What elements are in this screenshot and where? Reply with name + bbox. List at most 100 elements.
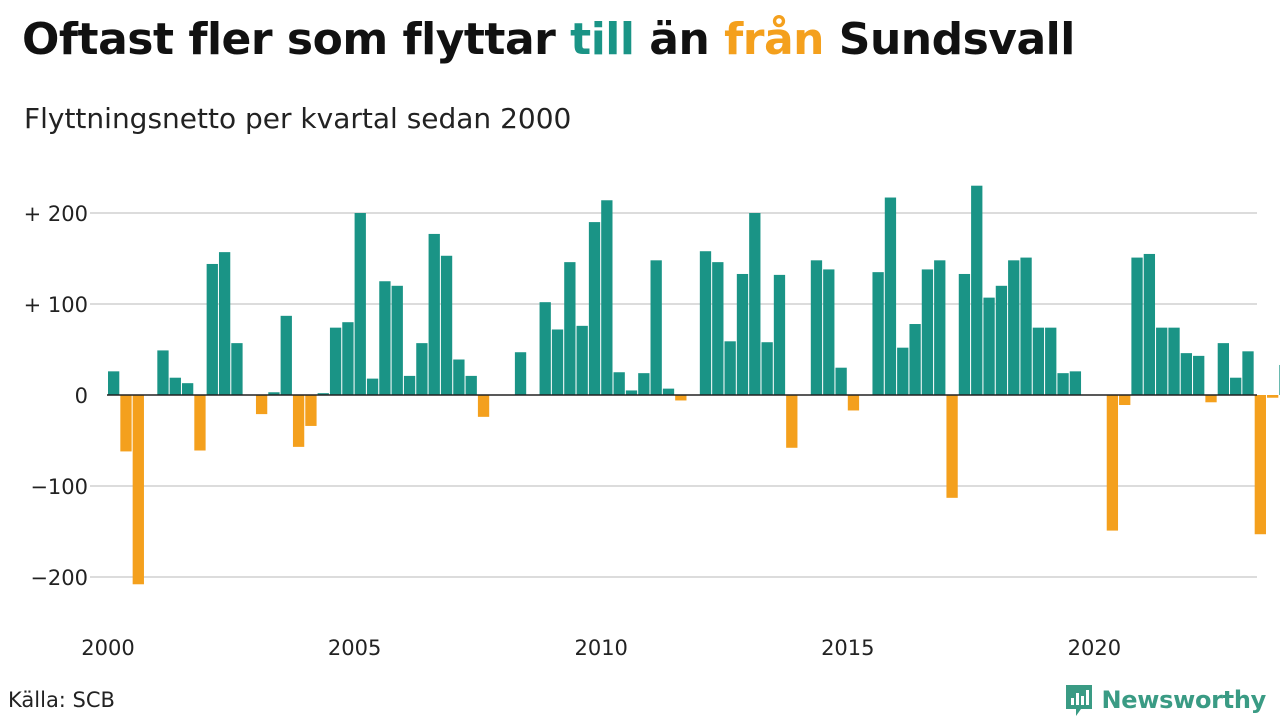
chart-title: Oftast fler som flyttar till än från Sun… — [22, 14, 1075, 65]
bar — [514, 352, 527, 395]
bar — [132, 395, 144, 585]
bar — [1032, 327, 1045, 395]
source-note: Källa: SCB — [8, 688, 115, 712]
y-tick-label: 0 — [75, 384, 88, 408]
title-part-1: Oftast fler som flyttar — [22, 14, 571, 65]
bar — [650, 260, 662, 395]
bar — [625, 390, 638, 395]
title-highlight-till: till — [570, 14, 635, 65]
bar — [416, 343, 428, 395]
bar — [1193, 355, 1205, 395]
bar — [280, 315, 292, 395]
bar — [588, 222, 601, 395]
x-tick-label: 2015 — [821, 636, 874, 660]
bar — [305, 395, 317, 426]
bar — [613, 372, 625, 395]
bar — [1267, 395, 1279, 398]
bar — [292, 395, 305, 447]
bar — [120, 395, 132, 452]
bar — [108, 371, 120, 395]
bar — [662, 388, 675, 395]
bar — [675, 395, 687, 401]
bar — [181, 383, 194, 395]
bars — [108, 185, 1280, 585]
brand[interactable]: Newsworthy — [1063, 682, 1266, 718]
bar — [884, 197, 897, 395]
bar — [724, 341, 736, 395]
bar — [317, 393, 329, 395]
newsworthy-logo-icon — [1066, 685, 1093, 716]
y-tick-label: −100 — [30, 475, 88, 499]
bar — [872, 272, 884, 395]
bar — [255, 395, 268, 415]
bar — [958, 273, 971, 395]
bar — [329, 327, 342, 395]
y-tick-label: −200 — [30, 566, 88, 590]
bar — [921, 269, 934, 395]
bar — [1180, 353, 1193, 395]
title-highlight-fran: från — [724, 14, 824, 65]
bar — [983, 297, 995, 395]
bar — [971, 185, 983, 395]
bar — [465, 375, 477, 395]
bar — [354, 213, 366, 395]
bar — [1045, 327, 1057, 395]
brand-name: Newsworthy — [1101, 686, 1266, 714]
bar — [1106, 395, 1119, 531]
bar — [1131, 257, 1143, 395]
bar — [1205, 395, 1217, 403]
bar — [477, 395, 490, 417]
bar — [1020, 257, 1032, 395]
bar — [995, 285, 1008, 395]
bar — [440, 255, 453, 395]
bar — [638, 373, 650, 395]
x-tick-label: 2010 — [574, 636, 627, 660]
bar — [1217, 343, 1229, 395]
bar-chart: + 200 + 100 0 −100 −200 2000 2005 2010 2015 2020 — [24, 185, 1280, 660]
bar — [551, 329, 564, 395]
bar — [1057, 373, 1069, 395]
x-tick-label: 2005 — [328, 636, 381, 660]
bar — [157, 350, 169, 395]
y-tick-label: + 200 — [24, 202, 88, 226]
bar — [897, 347, 909, 395]
bar — [1143, 253, 1156, 395]
bar — [835, 367, 847, 395]
bar — [810, 260, 823, 395]
bar — [218, 252, 231, 395]
bar — [194, 395, 206, 451]
bar — [1156, 327, 1168, 395]
bar — [773, 274, 786, 395]
bar — [539, 302, 551, 395]
gridlines — [90, 212, 1257, 578]
bar — [169, 377, 181, 395]
bar — [1230, 377, 1242, 395]
bar — [736, 273, 749, 395]
bar — [366, 378, 379, 395]
bar — [403, 375, 416, 395]
bar — [342, 322, 354, 395]
bar — [428, 233, 440, 395]
y-axis-ticks: + 200 + 100 0 −100 −200 — [24, 202, 88, 590]
title-part-2: än — [634, 14, 725, 65]
bar — [564, 262, 576, 395]
bar — [823, 269, 835, 395]
bar — [453, 359, 465, 395]
y-tick-label: + 100 — [24, 293, 88, 317]
bar — [749, 213, 761, 395]
bar — [1069, 371, 1082, 395]
x-axis-ticks: 2000 2005 2010 2015 2020 — [81, 636, 1121, 660]
bar — [699, 251, 712, 395]
bar — [1119, 395, 1131, 406]
bar — [712, 262, 724, 395]
bar — [231, 343, 243, 395]
title-part-3: Sundsvall — [823, 14, 1076, 65]
bar — [206, 263, 218, 395]
bar — [786, 395, 798, 448]
chart-subtitle: Flyttningsnetto per kvartal sedan 2000 — [24, 102, 572, 135]
bar — [934, 260, 946, 395]
x-tick-label: 2020 — [1068, 636, 1121, 660]
bar — [268, 392, 280, 395]
bar — [1254, 395, 1266, 535]
bar — [1242, 351, 1254, 395]
